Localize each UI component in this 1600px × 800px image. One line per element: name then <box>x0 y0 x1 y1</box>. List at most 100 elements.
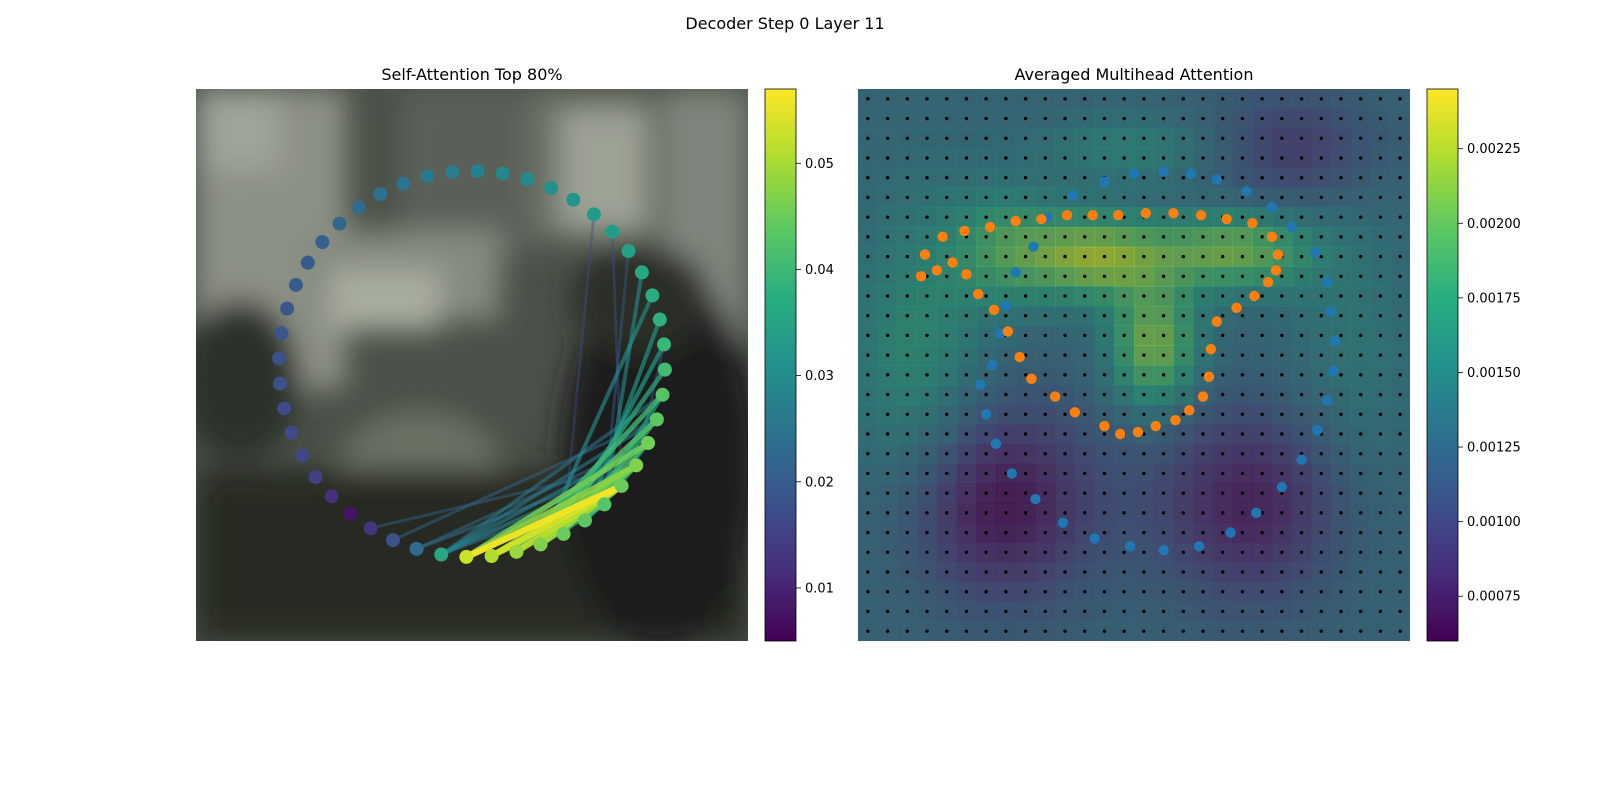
outer-sampling-point <box>1329 336 1341 347</box>
reference-point <box>964 412 969 416</box>
token-node <box>324 489 339 504</box>
reference-point <box>905 274 909 278</box>
reference-point <box>1339 294 1343 298</box>
reference-point <box>1023 136 1028 140</box>
reference-point <box>1181 373 1185 377</box>
reference-point <box>1240 511 1245 515</box>
reference-point <box>1083 333 1087 338</box>
reference-point <box>866 452 870 456</box>
reference-point <box>905 570 909 574</box>
reference-point <box>1023 274 1028 278</box>
reference-point <box>1043 235 1047 239</box>
reference-point <box>1299 176 1304 180</box>
reference-point <box>1398 452 1402 456</box>
reference-point <box>905 97 909 101</box>
outer-sampling-point <box>1325 306 1337 317</box>
reference-point <box>1280 353 1284 357</box>
reference-point <box>964 392 969 397</box>
reference-point <box>964 314 969 318</box>
reference-point <box>1142 176 1146 180</box>
inner-sampling-point <box>1069 407 1081 418</box>
reference-point <box>1221 333 1225 338</box>
reference-point <box>945 294 949 298</box>
reference-point <box>964 333 969 338</box>
reference-point <box>984 176 988 180</box>
reference-point <box>1221 392 1225 397</box>
outer-sampling-point <box>1286 221 1297 233</box>
reference-point <box>1142 333 1146 338</box>
reference-point <box>1102 452 1107 456</box>
reference-point <box>1221 156 1225 160</box>
reference-point <box>1102 392 1107 397</box>
reference-point <box>885 254 890 259</box>
token-node <box>363 521 378 536</box>
reference-point <box>1083 235 1087 239</box>
reference-point <box>1378 176 1383 180</box>
reference-point <box>1122 392 1126 397</box>
reference-point <box>1161 392 1166 397</box>
outer-sampling-point <box>1057 517 1069 528</box>
reference-point <box>1260 392 1264 397</box>
reference-point <box>866 550 870 554</box>
outer-sampling-point <box>1310 247 1321 258</box>
reference-point <box>984 215 988 219</box>
reference-point <box>1280 116 1284 121</box>
reference-point <box>1260 116 1264 121</box>
reference-point <box>1240 314 1245 318</box>
reference-point <box>1378 314 1383 318</box>
reference-point <box>1339 530 1343 535</box>
reference-point <box>1319 570 1323 574</box>
reference-point <box>1142 629 1146 633</box>
multihead-attention-title: Averaged Multihead Attention <box>1015 65 1254 84</box>
reference-point <box>1359 136 1363 140</box>
reference-point <box>866 353 870 357</box>
reference-point <box>1240 235 1245 239</box>
reference-point <box>1161 274 1166 278</box>
reference-point <box>1221 471 1225 476</box>
reference-point <box>1102 353 1107 357</box>
reference-point <box>1063 373 1067 377</box>
reference-point <box>885 116 890 121</box>
reference-point <box>964 530 969 535</box>
reference-point <box>1299 195 1304 200</box>
reference-point <box>1339 491 1343 495</box>
reference-point <box>1023 176 1028 180</box>
reference-point <box>1063 629 1067 633</box>
reference-point <box>1240 570 1245 574</box>
reference-point <box>1181 452 1185 456</box>
reference-point <box>1142 471 1146 476</box>
token-node <box>445 164 460 179</box>
attention-edges <box>369 213 668 561</box>
reference-point <box>1122 590 1126 594</box>
inner-sampling-point <box>1132 426 1144 438</box>
reference-point <box>1122 511 1126 515</box>
reference-point <box>1161 412 1166 416</box>
reference-point <box>964 373 969 377</box>
outer-sampling-point <box>1089 533 1100 544</box>
reference-point <box>1280 570 1284 574</box>
reference-point <box>1122 471 1126 476</box>
outer-sampling-point <box>1185 168 1197 179</box>
reference-point <box>925 570 929 574</box>
token-node <box>495 166 510 181</box>
reference-point <box>925 629 929 633</box>
reference-point <box>1043 176 1047 180</box>
reference-point <box>1359 97 1363 101</box>
reference-point <box>1359 235 1363 239</box>
token-node <box>586 207 601 222</box>
reference-point <box>1299 373 1304 377</box>
reference-point <box>1201 195 1205 200</box>
reference-point <box>1023 609 1028 614</box>
attention-edge <box>463 482 625 561</box>
reference-point <box>1221 254 1225 259</box>
reference-point <box>925 590 929 594</box>
reference-point <box>1023 412 1028 416</box>
colorbar-tick-label: 0.00125 <box>1467 441 1521 456</box>
reference-point <box>1004 590 1008 594</box>
reference-point <box>1201 412 1205 416</box>
reference-point <box>866 609 870 614</box>
reference-point <box>945 215 949 219</box>
reference-point <box>945 570 949 574</box>
reference-point <box>1023 373 1028 377</box>
reference-point <box>885 570 890 574</box>
